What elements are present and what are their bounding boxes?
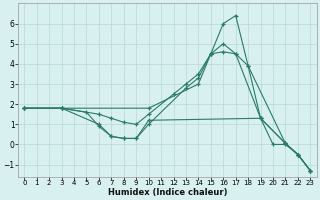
X-axis label: Humidex (Indice chaleur): Humidex (Indice chaleur) (108, 188, 227, 197)
